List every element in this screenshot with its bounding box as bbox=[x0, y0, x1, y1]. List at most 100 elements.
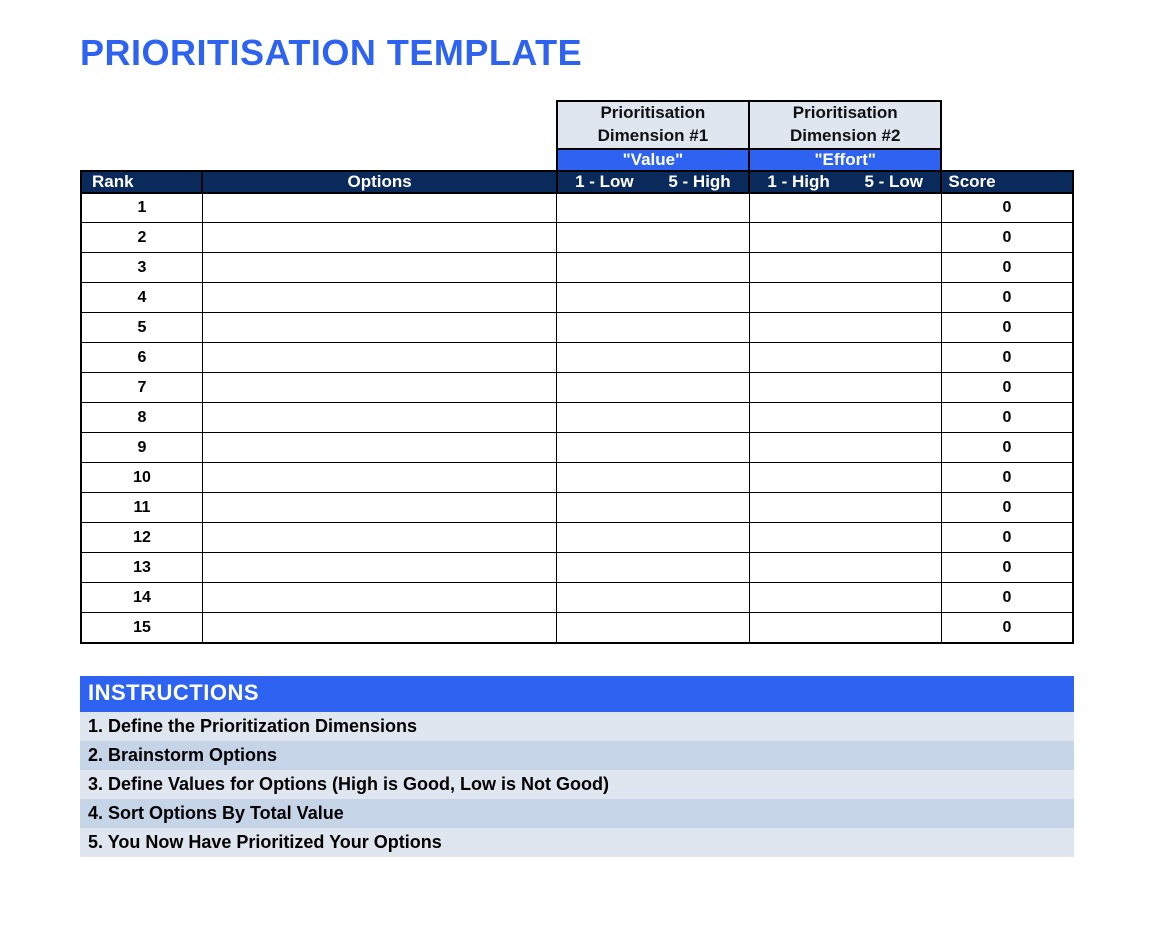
page-title: PRIORITISATION TEMPLATE bbox=[80, 32, 1074, 74]
cell-dim2[interactable] bbox=[749, 313, 941, 343]
cell-option[interactable] bbox=[202, 433, 556, 463]
cell-dim2[interactable] bbox=[749, 583, 941, 613]
cell-dim2[interactable] bbox=[749, 463, 941, 493]
cell-rank[interactable]: 10 bbox=[81, 463, 202, 493]
cell-option[interactable] bbox=[202, 343, 556, 373]
cell-option[interactable] bbox=[202, 493, 556, 523]
cell-dim2[interactable] bbox=[749, 403, 941, 433]
table-row: 60 bbox=[81, 343, 1073, 373]
instruction-step: 4. Sort Options By Total Value bbox=[80, 799, 1074, 828]
dimension-1-label-line2: Dimension #1 bbox=[598, 126, 709, 145]
cell-score: 0 bbox=[941, 223, 1073, 253]
cell-dim1[interactable] bbox=[557, 523, 749, 553]
cell-dim2[interactable] bbox=[749, 193, 941, 223]
cell-dim1[interactable] bbox=[557, 283, 749, 313]
cell-score: 0 bbox=[941, 493, 1073, 523]
prioritisation-table: Prioritisation Dimension #1 Prioritisati… bbox=[80, 100, 1074, 644]
table-row: 40 bbox=[81, 283, 1073, 313]
cell-score: 0 bbox=[941, 613, 1073, 643]
cell-option[interactable] bbox=[202, 523, 556, 553]
dimension-1-label-line1: Prioritisation bbox=[600, 103, 705, 122]
cell-score: 0 bbox=[941, 253, 1073, 283]
col-header-dim1-scale: 1 - Low 5 - High bbox=[557, 171, 749, 193]
table-row: 13 0 bbox=[81, 553, 1073, 583]
cell-dim1[interactable] bbox=[557, 313, 749, 343]
cell-score: 0 bbox=[941, 343, 1073, 373]
cell-option[interactable] bbox=[202, 403, 556, 433]
cell-option[interactable] bbox=[202, 613, 556, 643]
dimension-header-row: Prioritisation Dimension #1 Prioritisati… bbox=[81, 101, 1073, 149]
dimension-2-header: Prioritisation Dimension #2 bbox=[749, 101, 941, 149]
cell-option[interactable] bbox=[202, 313, 556, 343]
cell-dim1[interactable] bbox=[557, 193, 749, 223]
cell-dim2[interactable] bbox=[749, 343, 941, 373]
table-row: 11 0 bbox=[81, 493, 1073, 523]
cell-dim1[interactable] bbox=[557, 613, 749, 643]
cell-rank[interactable]: 9 bbox=[81, 433, 202, 463]
cell-rank[interactable]: 6 bbox=[81, 343, 202, 373]
table-row: 120 bbox=[81, 523, 1073, 553]
cell-option[interactable] bbox=[202, 253, 556, 283]
col-header-score: Score bbox=[941, 171, 1073, 193]
cell-dim2[interactable] bbox=[749, 493, 941, 523]
cell-option[interactable] bbox=[202, 583, 556, 613]
cell-dim1[interactable] bbox=[557, 343, 749, 373]
instruction-step: 2. Brainstorm Options bbox=[80, 741, 1074, 770]
cell-dim1[interactable] bbox=[557, 403, 749, 433]
cell-dim2[interactable] bbox=[749, 283, 941, 313]
cell-dim2[interactable] bbox=[749, 523, 941, 553]
cell-dim1[interactable] bbox=[557, 373, 749, 403]
table-row: 20 bbox=[81, 223, 1073, 253]
cell-rank[interactable]: 12 bbox=[81, 523, 202, 553]
instruction-step: 3. Define Values for Options (High is Go… bbox=[80, 770, 1074, 799]
cell-rank[interactable]: 3 bbox=[81, 253, 202, 283]
table-row: 14 0 bbox=[81, 583, 1073, 613]
cell-dim1[interactable] bbox=[557, 493, 749, 523]
cell-option[interactable] bbox=[202, 283, 556, 313]
col-header-dim2-scale: 1 - High 5 - Low bbox=[749, 171, 941, 193]
cell-rank[interactable]: 5 bbox=[81, 313, 202, 343]
cell-option[interactable] bbox=[202, 553, 556, 583]
dimension-2-label-line2: Dimension #2 bbox=[790, 126, 901, 145]
cell-dim1[interactable] bbox=[557, 433, 749, 463]
dim1-scale-high: 5 - High bbox=[668, 172, 730, 192]
cell-dim1[interactable] bbox=[557, 583, 749, 613]
cell-rank[interactable]: 13 bbox=[81, 553, 202, 583]
instructions-section: INSTRUCTIONS 1. Define the Prioritizatio… bbox=[80, 676, 1074, 857]
table-row: 15 0 bbox=[81, 613, 1073, 643]
cell-score: 0 bbox=[941, 313, 1073, 343]
cell-dim2[interactable] bbox=[749, 613, 941, 643]
table-row: 90 bbox=[81, 433, 1073, 463]
instruction-step: 1. Define the Prioritization Dimensions bbox=[80, 712, 1074, 741]
cell-dim2[interactable] bbox=[749, 223, 941, 253]
cell-score: 0 bbox=[941, 373, 1073, 403]
cell-rank[interactable]: 15 bbox=[81, 613, 202, 643]
cell-dim2[interactable] bbox=[749, 373, 941, 403]
cell-dim1[interactable] bbox=[557, 253, 749, 283]
cell-dim1[interactable] bbox=[557, 553, 749, 583]
cell-dim2[interactable] bbox=[749, 253, 941, 283]
cell-dim1[interactable] bbox=[557, 463, 749, 493]
cell-rank[interactable]: 8 bbox=[81, 403, 202, 433]
cell-rank[interactable]: 7 bbox=[81, 373, 202, 403]
col-header-rank: Rank bbox=[81, 171, 202, 193]
cell-option[interactable] bbox=[202, 193, 556, 223]
cell-rank[interactable]: 14 bbox=[81, 583, 202, 613]
cell-option[interactable] bbox=[202, 463, 556, 493]
dim1-scale-low: 1 - Low bbox=[575, 172, 634, 192]
cell-option[interactable] bbox=[202, 223, 556, 253]
cell-score: 0 bbox=[941, 583, 1073, 613]
dim2-scale-high: 5 - Low bbox=[864, 172, 923, 192]
cell-dim1[interactable] bbox=[557, 223, 749, 253]
cell-score: 0 bbox=[941, 283, 1073, 313]
cell-rank[interactable]: 4 bbox=[81, 283, 202, 313]
cell-dim2[interactable] bbox=[749, 433, 941, 463]
instruction-step: 5. You Now Have Prioritized Your Options bbox=[80, 828, 1074, 857]
dimension-1-name: "Value" bbox=[557, 149, 749, 171]
cell-rank[interactable]: 11 bbox=[81, 493, 202, 523]
cell-option[interactable] bbox=[202, 373, 556, 403]
cell-rank[interactable]: 2 bbox=[81, 223, 202, 253]
cell-score: 0 bbox=[941, 553, 1073, 583]
cell-dim2[interactable] bbox=[749, 553, 941, 583]
cell-rank[interactable]: 1 bbox=[81, 193, 202, 223]
